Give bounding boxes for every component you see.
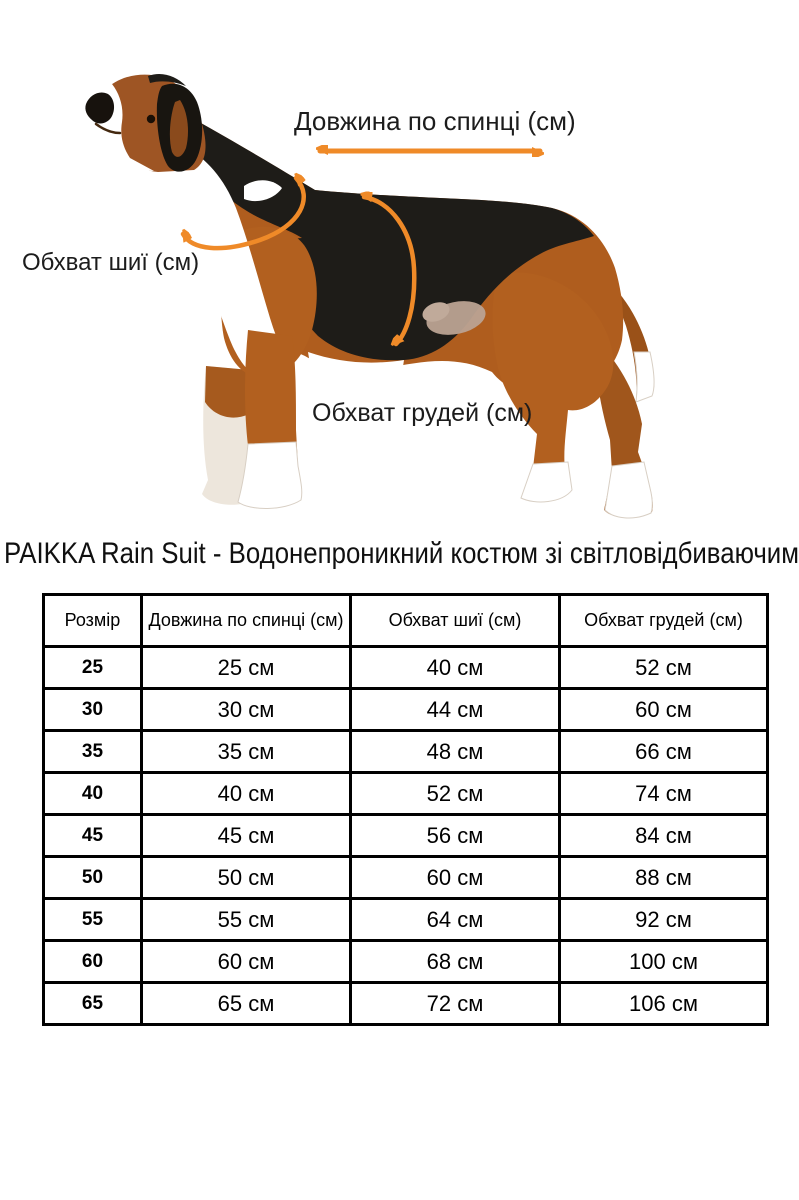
dog-mouth-line	[94, 122, 122, 135]
table-row: 55 55 см 64 см 92 см	[42, 897, 769, 942]
cell-neck: 64 см	[349, 897, 561, 942]
dog-illustration	[85, 74, 655, 519]
dog-ear-inner	[169, 100, 188, 157]
header-chest-girth: Обхват грудей (см)	[558, 593, 769, 648]
cell-chest: 84 см	[558, 813, 769, 858]
product-title: PAIKKA Rain Suit - Водонепроникний костю…	[4, 537, 799, 570]
cell-neck: 40 см	[349, 645, 561, 690]
back-length-label: Довжина по спинці (см)	[294, 106, 576, 136]
cell-chest: 74 см	[558, 771, 769, 816]
cell-chest: 88 см	[558, 855, 769, 900]
table-row: 65 65 см 72 см 106 см	[42, 981, 769, 1026]
cell-neck: 48 см	[349, 729, 561, 774]
cell-back: 30 см	[140, 687, 352, 732]
cell-size: 55	[42, 897, 143, 942]
chest-girth-label: Обхват грудей (см)	[312, 399, 533, 427]
measurement-arrows	[180, 151, 540, 344]
cell-neck: 44 см	[349, 687, 561, 732]
size-table-header-row: Розмір Довжина по спинці (см) Обхват шиї…	[42, 593, 769, 648]
cell-back: 65 см	[140, 981, 352, 1026]
table-row: 60 60 см 68 см 100 см	[42, 939, 769, 984]
cell-back: 50 см	[140, 855, 352, 900]
dog-tail	[598, 280, 655, 403]
cell-back: 55 см	[140, 897, 352, 942]
cell-back: 25 см	[140, 645, 352, 690]
cell-back: 45 см	[140, 813, 352, 858]
table-row: 25 25 см 40 см 52 см	[42, 645, 769, 690]
table-row: 50 50 см 60 см 88 см	[42, 855, 769, 900]
dog-eye	[146, 114, 156, 124]
dog-far-front-leg	[202, 366, 252, 505]
cell-size: 60	[42, 939, 143, 984]
dog-nose	[85, 92, 115, 124]
header-size: Розмір	[42, 593, 143, 648]
dog-far-hind-leg	[595, 342, 653, 519]
table-row: 40 40 см 52 см 74 см	[42, 771, 769, 816]
cell-size: 30	[42, 687, 143, 732]
person-hand	[422, 301, 486, 335]
cell-chest: 92 см	[558, 897, 769, 942]
cell-size: 45	[42, 813, 143, 858]
dog-measurement-diagram: Довжина по спинці (см) Обхват шиї (см) О…	[0, 0, 799, 560]
cell-size: 35	[42, 729, 143, 774]
header-neck-girth: Обхват шиї (см)	[349, 593, 561, 648]
cell-size: 65	[42, 981, 143, 1026]
table-row: 35 35 см 48 см 66 см	[42, 729, 769, 774]
header-back-length: Довжина по спинці (см)	[140, 593, 352, 648]
cell-chest: 60 см	[558, 687, 769, 732]
cell-back: 35 см	[140, 729, 352, 774]
neck-girth-label: Обхват шиї (см)	[22, 249, 200, 276]
cell-neck: 56 см	[349, 813, 561, 858]
cell-size: 25	[42, 645, 143, 690]
cell-back: 60 см	[140, 939, 352, 984]
table-row: 30 30 см 44 см 60 см	[42, 687, 769, 732]
cell-chest: 100 см	[558, 939, 769, 984]
cell-neck: 52 см	[349, 771, 561, 816]
cell-size: 50	[42, 855, 143, 900]
cell-chest: 66 см	[558, 729, 769, 774]
dog-near-front-leg	[237, 330, 303, 509]
cell-chest: 52 см	[558, 645, 769, 690]
cell-neck: 60 см	[349, 855, 561, 900]
cell-neck: 68 см	[349, 939, 561, 984]
dog-belly-patch	[308, 352, 404, 376]
cell-neck: 72 см	[349, 981, 561, 1026]
size-table: Розмір Довжина по спинці (см) Обхват шиї…	[42, 593, 769, 1026]
neck-girth-arrow	[180, 178, 306, 251]
dog-head-black-cap	[148, 74, 186, 86]
table-row: 45 45 см 56 см 84 см	[42, 813, 769, 858]
cell-chest: 106 см	[558, 981, 769, 1026]
cell-back: 40 см	[140, 771, 352, 816]
chest-girth-arrow	[364, 197, 417, 344]
dog-near-hind-leg	[492, 272, 614, 503]
dog-head	[85, 74, 206, 172]
cell-size: 40	[42, 771, 143, 816]
